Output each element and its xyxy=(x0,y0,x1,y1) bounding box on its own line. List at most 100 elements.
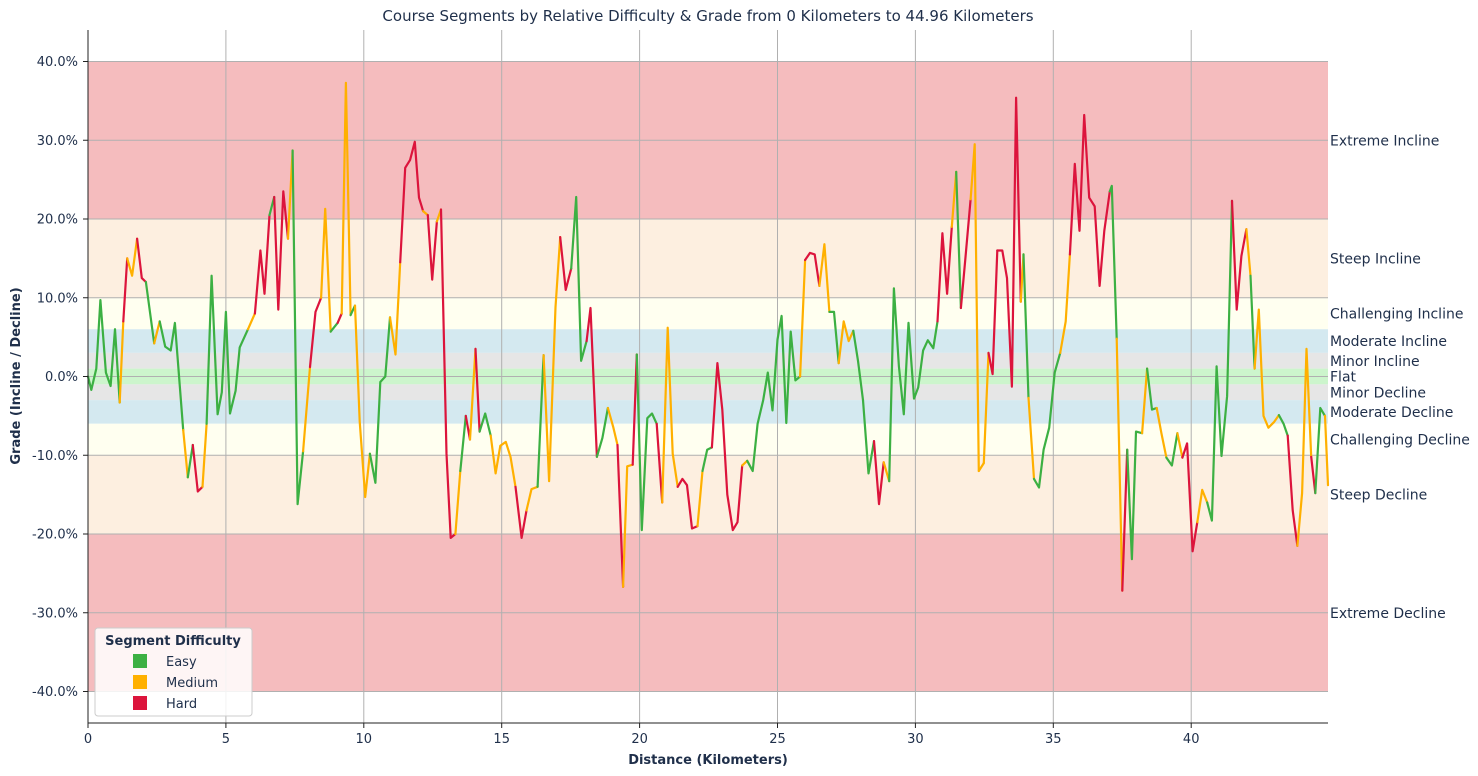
segment-easy xyxy=(1314,406,1327,495)
segment-medium xyxy=(696,469,704,528)
segment-easy xyxy=(635,353,658,532)
legend-swatch-medium xyxy=(133,675,147,689)
band-label: Extreme Incline xyxy=(1330,133,1439,149)
y-tick-label: 20.0% xyxy=(37,213,78,228)
segment-hard xyxy=(803,251,821,287)
segment-hard xyxy=(1230,199,1248,311)
segment-medium xyxy=(489,434,517,488)
axes: 0 5 10 15 20 25 30 35 40 -40.0% -30.0% -20.0% -10.0%… xyxy=(32,30,1328,747)
band-challenging-incline xyxy=(88,297,1328,330)
segment-easy xyxy=(329,321,339,333)
segment-hard xyxy=(655,422,664,504)
segment-easy xyxy=(205,274,250,425)
legend-swatch-hard xyxy=(133,696,147,710)
y-tick-label: -10.0% xyxy=(32,449,78,464)
band-label: Challenging Decline xyxy=(1330,433,1470,449)
segment-hard xyxy=(1121,448,1129,592)
x-tick-label: 20 xyxy=(631,732,648,747)
segment-easy xyxy=(570,195,588,362)
segment-medium xyxy=(353,304,371,499)
segment-hard xyxy=(872,440,885,506)
segment-medium xyxy=(837,320,855,365)
x-axis-label: Distance (Kilometers) xyxy=(628,753,788,768)
legend-label-easy: Easy xyxy=(166,655,197,670)
segment-hard xyxy=(426,214,438,281)
grid-lines xyxy=(87,30,1328,723)
segment-medium xyxy=(201,422,208,488)
segment-medium xyxy=(818,243,831,313)
segment-medium xyxy=(468,347,477,441)
band-moderate-decline xyxy=(88,400,1328,424)
segment-medium xyxy=(1323,414,1330,487)
segment-easy xyxy=(291,149,305,506)
segment-medium xyxy=(982,351,990,465)
segment-medium xyxy=(621,463,634,588)
band-minor-incline xyxy=(88,352,1328,369)
segment-medium xyxy=(977,462,985,473)
segment-hard xyxy=(273,190,290,311)
segment-hard xyxy=(136,237,147,284)
segment-easy xyxy=(478,412,492,437)
segment-easy xyxy=(955,170,963,310)
segment-medium xyxy=(798,258,807,378)
segment-hard xyxy=(631,353,638,466)
segment-easy xyxy=(186,443,194,479)
segment-medium xyxy=(1196,488,1209,524)
segment-hard xyxy=(122,257,129,323)
segment-easy xyxy=(701,446,714,473)
legend-swatch-easy xyxy=(133,654,147,668)
y-axis-label: Grade (Incline / Decline) xyxy=(9,287,24,464)
legend: Segment Difficulty Easy Medium Hard xyxy=(94,627,253,717)
segment-easy xyxy=(86,299,121,404)
segment-medium xyxy=(1140,367,1149,435)
grade-line xyxy=(86,81,1330,592)
band-label: Steep Incline xyxy=(1330,251,1421,267)
chart-title: Course Segments by Relative Difficulty &… xyxy=(382,7,1033,25)
x-tick-label: 5 xyxy=(222,732,230,747)
segment-easy xyxy=(828,310,840,365)
segment-easy xyxy=(459,414,467,473)
segment-hard xyxy=(559,236,573,291)
band-label: Challenging Incline xyxy=(1330,307,1463,323)
x-tick-label: 25 xyxy=(769,732,786,747)
segment-easy xyxy=(861,399,876,475)
segment-easy xyxy=(595,406,610,458)
segment-hard xyxy=(676,477,699,530)
band-minor-decline xyxy=(88,384,1328,401)
y-tick-label: 0.0% xyxy=(45,370,78,385)
x-tick-label: 40 xyxy=(1183,732,1200,747)
segment-medium xyxy=(153,320,161,345)
legend-label-medium: Medium xyxy=(166,676,218,691)
segment-easy xyxy=(1126,430,1144,561)
band-steep-incline xyxy=(88,219,1328,298)
segment-easy xyxy=(1249,274,1256,370)
segment-easy xyxy=(536,354,545,488)
segment-medium xyxy=(1027,396,1036,480)
segment-hard xyxy=(439,208,457,540)
segment-medium xyxy=(1059,253,1072,354)
y-tick-label: 40.0% xyxy=(37,55,78,70)
x-tick-label: 10 xyxy=(356,732,373,747)
segment-easy xyxy=(144,280,156,345)
band-label: Flat xyxy=(1330,370,1357,386)
segment-medium xyxy=(118,320,125,404)
segment-easy xyxy=(1145,367,1158,411)
segment-medium xyxy=(388,261,402,356)
x-tick-label: 0 xyxy=(84,732,92,747)
segment-hard xyxy=(253,214,271,315)
segment-hard xyxy=(1181,442,1199,553)
segment-easy xyxy=(888,287,939,483)
segment-medium xyxy=(661,326,679,504)
x-tick-label: 15 xyxy=(493,732,510,747)
segment-medium xyxy=(525,485,539,512)
segment-hard xyxy=(399,140,425,264)
segment-hard xyxy=(308,296,323,369)
segment-hard xyxy=(191,443,204,493)
band-steep-decline xyxy=(88,455,1328,534)
band-label: Minor Incline xyxy=(1330,354,1420,370)
segment-hard xyxy=(1068,113,1111,287)
x-tick-label: 35 xyxy=(1045,732,1062,747)
legend-items: Easy Medium Hard xyxy=(133,654,218,712)
segment-hard xyxy=(996,96,1022,388)
segment-easy xyxy=(852,329,865,402)
